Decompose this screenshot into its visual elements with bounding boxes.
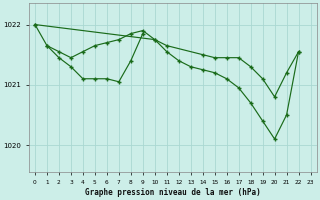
X-axis label: Graphe pression niveau de la mer (hPa): Graphe pression niveau de la mer (hPa): [85, 188, 260, 197]
